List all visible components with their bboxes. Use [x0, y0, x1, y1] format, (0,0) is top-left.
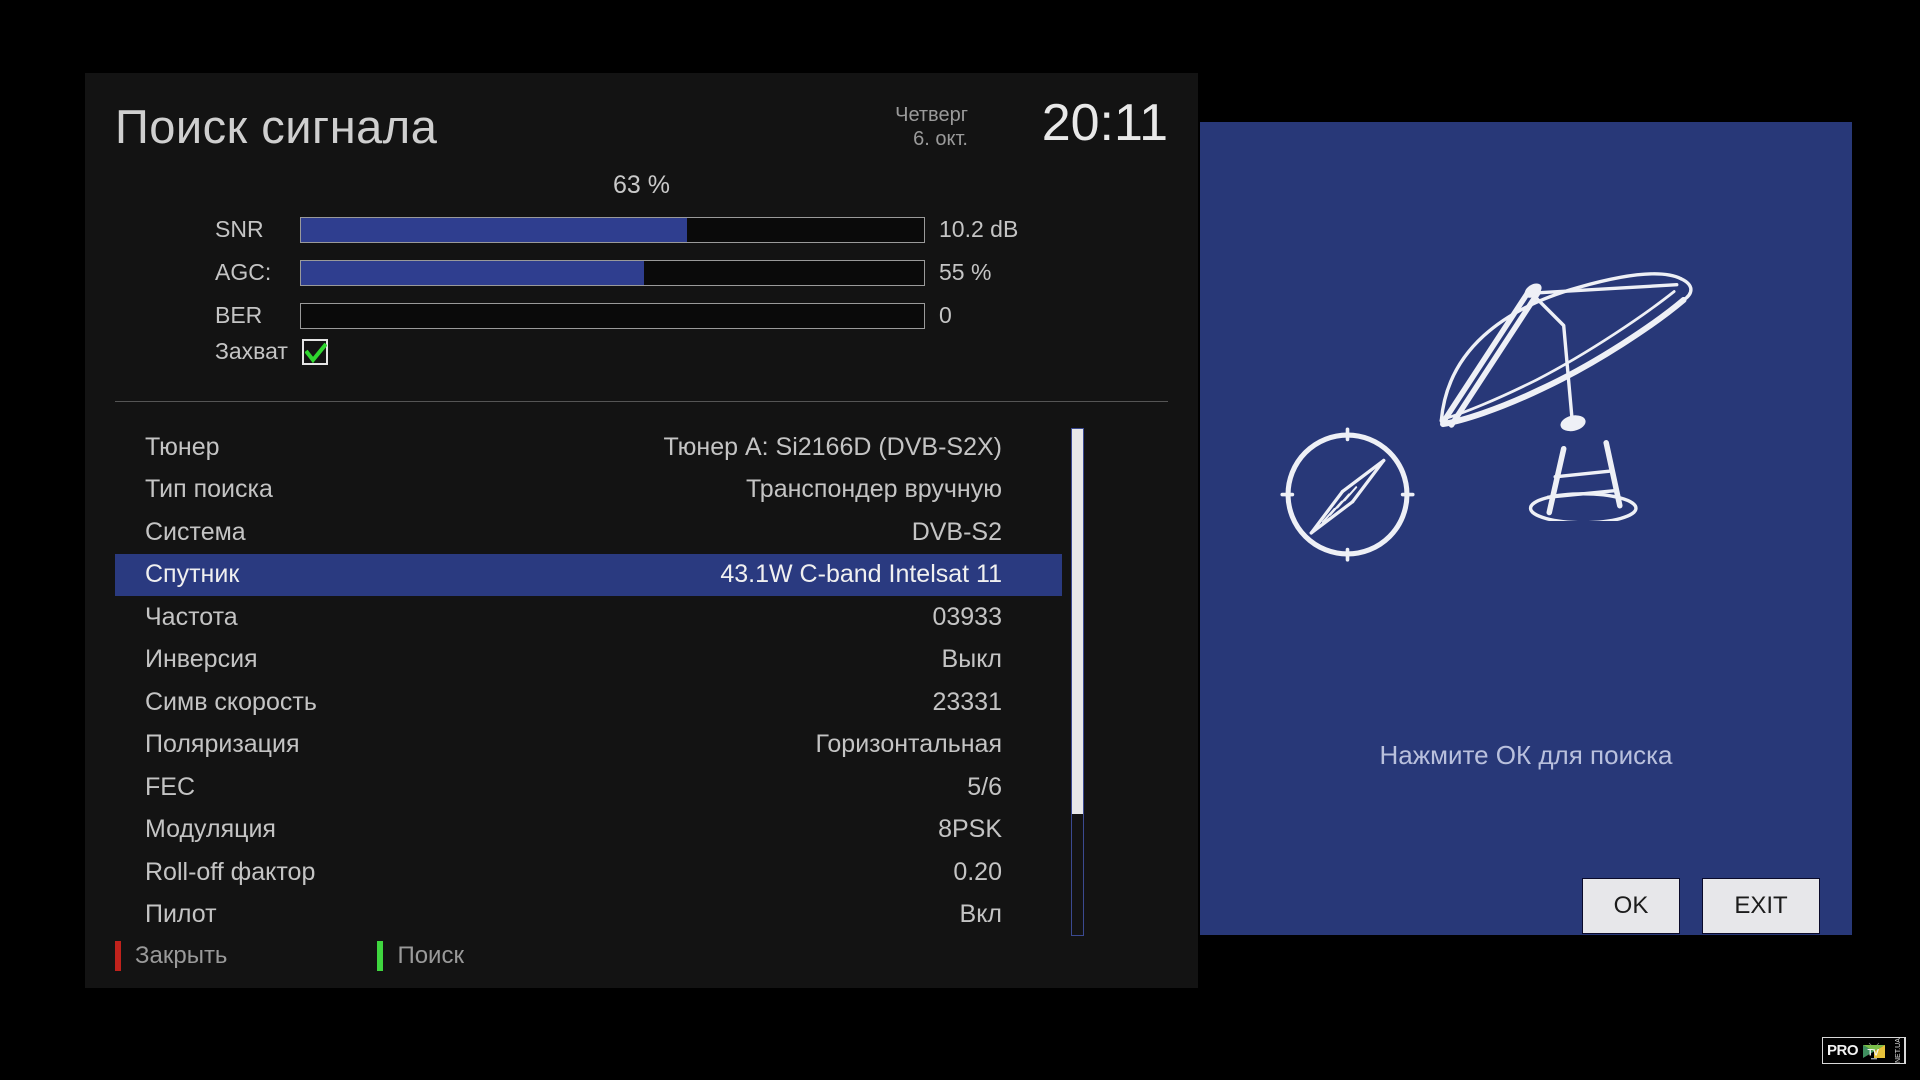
svg-text:TV: TV — [1868, 1047, 1880, 1057]
